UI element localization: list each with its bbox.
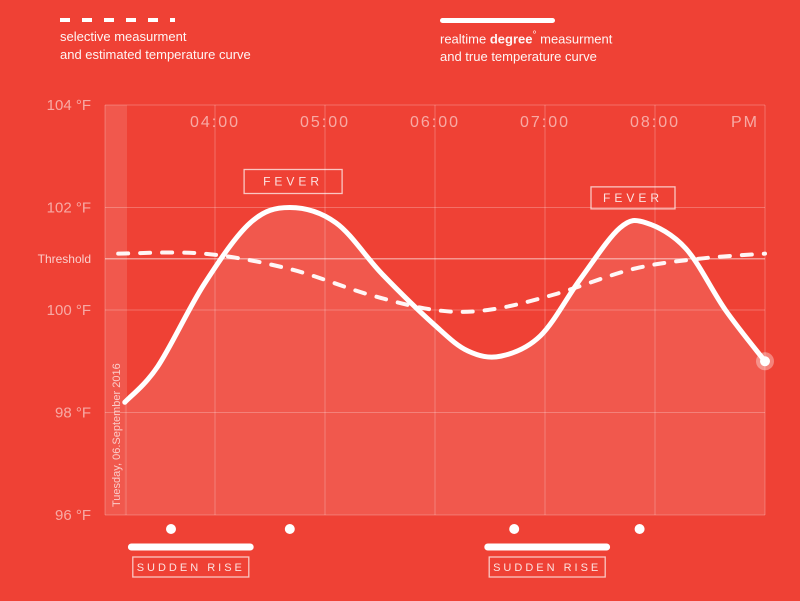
- legend-right: realtime degree° measurment and true tem…: [440, 18, 612, 65]
- chart-stage: 96 °F 98 °F 100 °F 102 °F 104 °F 04:00 05:00 06…: [0, 0, 800, 601]
- legend-right-line2: and true temperature curve: [440, 48, 612, 66]
- legend-left: selective measurment and estimated tempe…: [60, 18, 251, 63]
- legend-left-line2: and estimated temperature curve: [60, 46, 251, 64]
- legend-solid-swatch: [440, 18, 555, 23]
- y-axis-label: 98 °F: [55, 405, 91, 422]
- legend-right-line1: realtime degree° measurment: [440, 29, 612, 48]
- event-dot: [285, 524, 295, 534]
- y-axis-label: 96 °F: [55, 507, 91, 524]
- x-axis-label: 07:00: [520, 114, 570, 131]
- legend-left-line1: selective measurment: [60, 28, 251, 46]
- sudden-rise-label: SUDDEN RISE: [493, 562, 601, 574]
- x-axis-label: 05:00: [300, 114, 350, 131]
- y-axis-label: 104 °F: [47, 97, 91, 114]
- x-axis-unit: PM: [731, 114, 759, 131]
- x-axis-label: 06:00: [410, 114, 460, 131]
- event-dot: [635, 524, 645, 534]
- event-dot: [509, 524, 519, 534]
- legend-right-suffix: measurment: [537, 31, 613, 46]
- endpoint-dot: [760, 356, 770, 366]
- temperature-chart: 96 °F 98 °F 100 °F 102 °F 104 °F 04:00 05:00 06…: [0, 0, 800, 601]
- sudden-rise-label: SUDDEN RISE: [137, 562, 245, 574]
- y-axis-label: 100 °F: [47, 302, 91, 319]
- x-axis-label: 04:00: [190, 114, 240, 131]
- legend-dashed-swatch: [60, 18, 175, 22]
- legend-brand: degree: [490, 31, 533, 46]
- fever-label: FEVER: [603, 191, 663, 205]
- threshold-label: Threshold: [38, 252, 91, 266]
- event-dot: [166, 524, 176, 534]
- y-axis-label: 102 °F: [47, 200, 91, 217]
- x-axis-label: 08:00: [630, 114, 680, 131]
- fever-label: FEVER: [263, 175, 323, 189]
- date-label: Tuesday, 06.September 2016: [111, 363, 123, 507]
- legend-right-prefix: realtime: [440, 31, 490, 46]
- realtime-area: [125, 208, 765, 516]
